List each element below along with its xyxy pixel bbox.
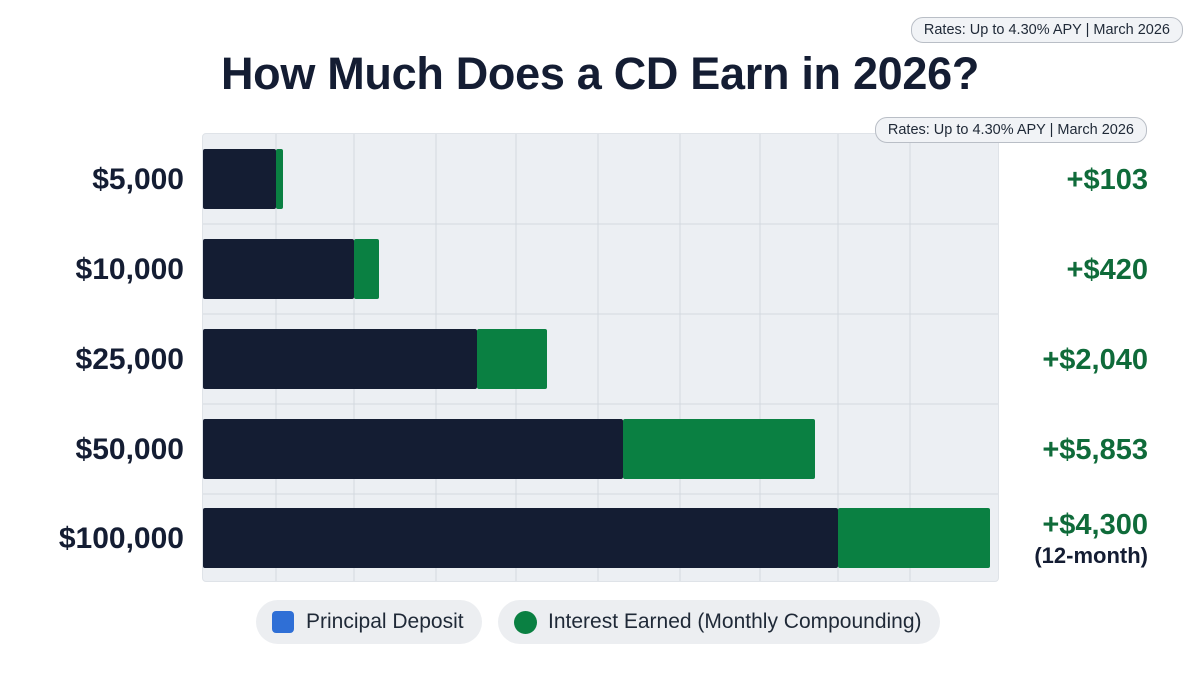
data-label: +$2,040 xyxy=(1042,344,1148,376)
category-label: $25,000 xyxy=(76,343,184,376)
chart-title: How Much Does a CD Earn in 2026? xyxy=(220,48,980,99)
bar-interest-10000 xyxy=(354,239,379,299)
bar-principal-50000 xyxy=(203,419,623,479)
rate-badge: Rates: Up to 4.30% APY | March 2026 xyxy=(910,17,1183,43)
bar-principal-10000 xyxy=(203,239,354,299)
category-label: $50,000 xyxy=(76,433,184,466)
bar-interest-50000 xyxy=(623,419,815,479)
bar-principal-25000 xyxy=(203,329,477,389)
category-label: $10,000 xyxy=(76,253,184,286)
data-label: +$420 xyxy=(1067,254,1148,286)
bar-interest-100000 xyxy=(838,508,990,568)
plot-rate-badge: Rates: Up to 4.30% APY | March 2026 xyxy=(874,117,1147,143)
bar-interest-25000 xyxy=(477,329,547,389)
bar-principal-100000 xyxy=(203,508,838,568)
data-label: +$5,853 xyxy=(1042,434,1148,466)
legend-item-interest: Interest Earned (Monthly Compounding) xyxy=(498,600,940,644)
principal-swatch-icon xyxy=(272,611,294,633)
category-label: $5,000 xyxy=(92,163,184,196)
data-label: +$4,300 xyxy=(1042,509,1148,541)
data-sublabel: (12-month) xyxy=(1034,543,1148,568)
bar-interest-5000 xyxy=(276,149,283,209)
data-label: +$103 xyxy=(1067,164,1148,196)
category-label: $100,000 xyxy=(59,522,184,555)
legend-item-principal: Principal Deposit xyxy=(256,600,482,644)
legend-label-principal: Principal Deposit xyxy=(306,610,464,633)
legend-label-interest: Interest Earned (Monthly Compounding) xyxy=(548,610,922,633)
interest-swatch-icon xyxy=(514,610,537,634)
bar-principal-5000 xyxy=(203,149,276,209)
